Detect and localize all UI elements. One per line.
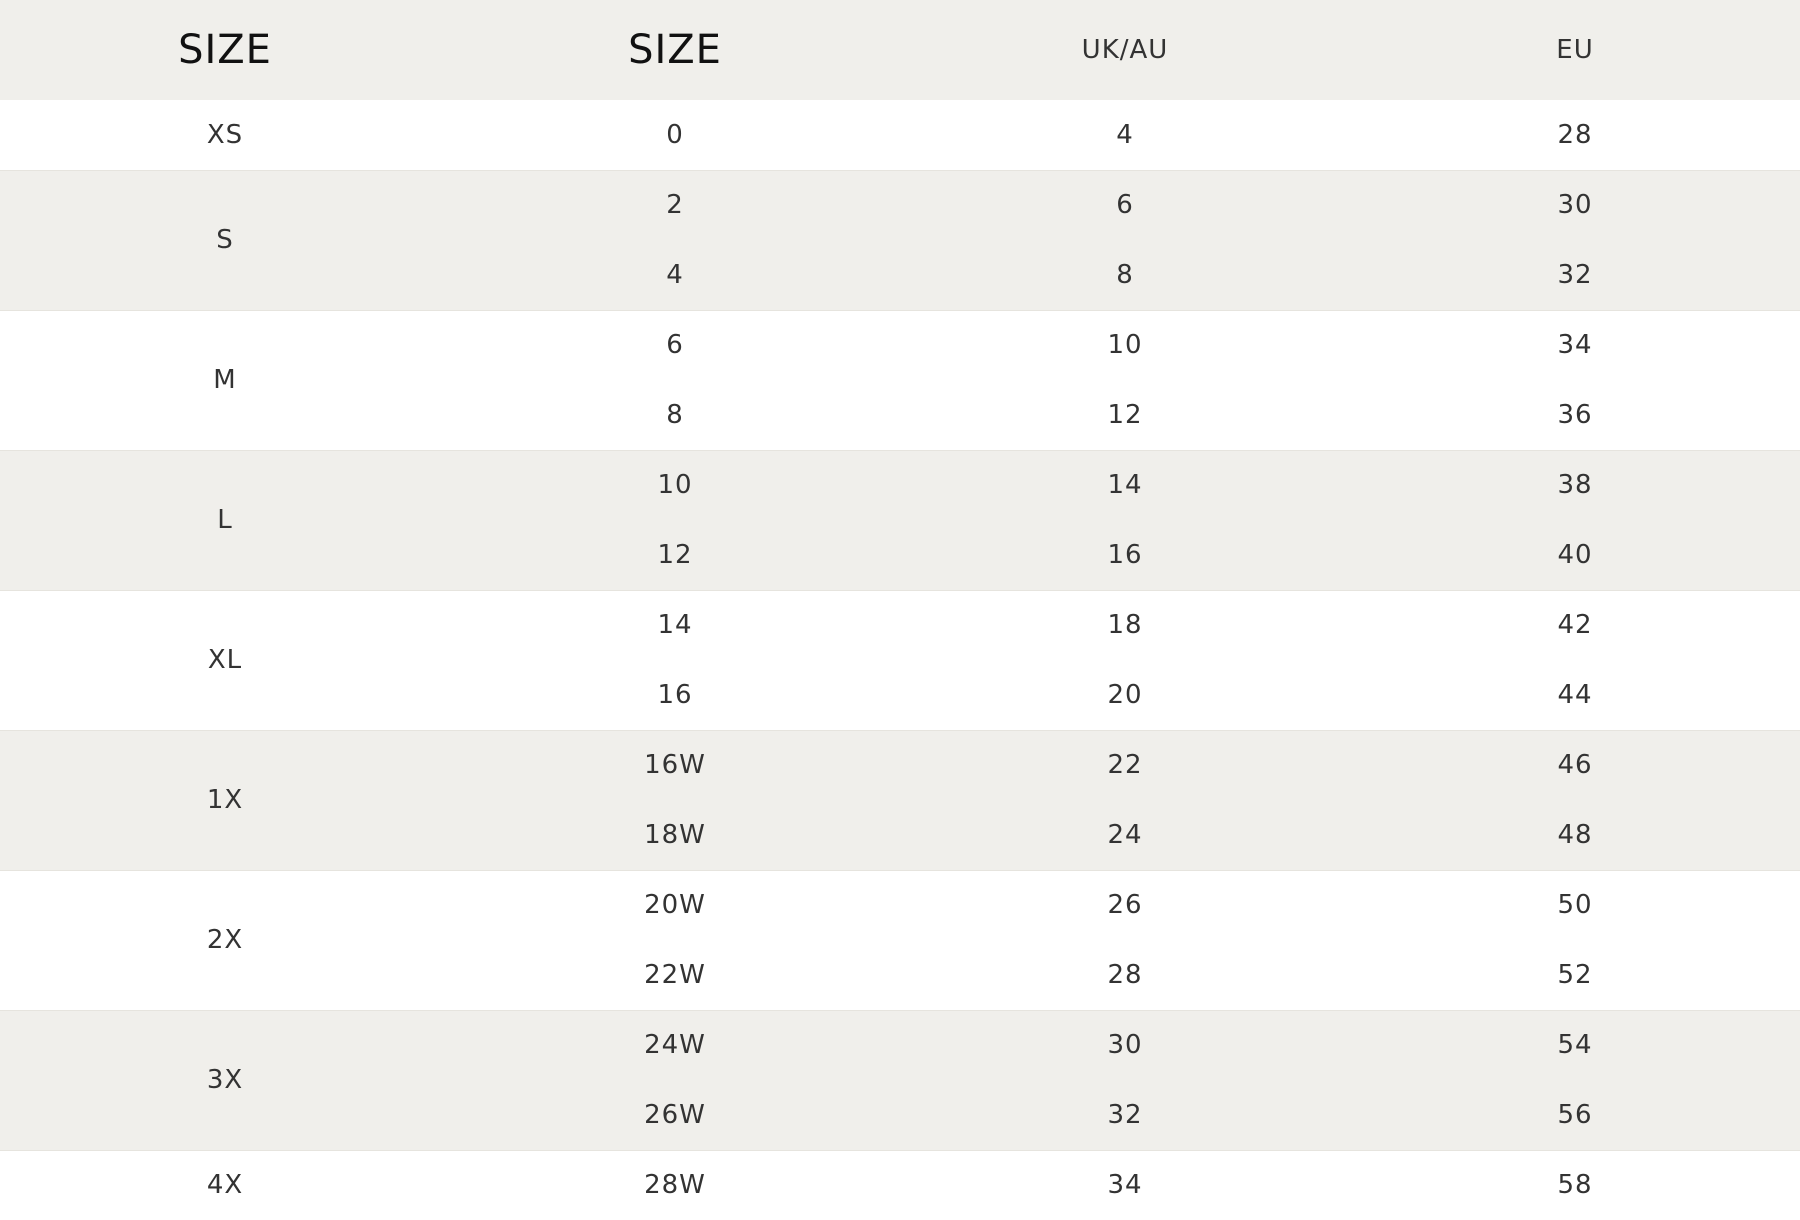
header-uk-au: UK/AU (1081, 35, 1169, 65)
size-letter-cell: 2X (0, 869, 450, 1010)
eu-cell: 48 (1557, 819, 1593, 850)
uk-au-cell: 20 (1107, 679, 1143, 710)
us-size-cell: 18W (644, 819, 706, 850)
uk-au-cell: 6 (900, 169, 1350, 240)
us-size-cell: 24W (450, 1009, 900, 1080)
eu-cell: 36 (1557, 399, 1593, 430)
uk-au-cell: 26 (900, 869, 1350, 940)
size-letter-cell: M (0, 309, 450, 450)
eu-cell: 50 (1350, 869, 1800, 940)
uk-au-cell: 22 (900, 729, 1350, 800)
table-row: S 2 6 30 (0, 169, 1800, 310)
eu-cell: 44 (1557, 679, 1593, 710)
uk-au-cell: 8 (1116, 259, 1134, 290)
us-size-cell: 26W (644, 1099, 706, 1130)
table-row: XL 14 18 42 (0, 589, 1800, 730)
us-size-cell: 28W (450, 1149, 900, 1220)
uk-au-cell: 24 (1107, 819, 1143, 850)
size-letter-cell: XS (206, 119, 244, 150)
size-letter-cell: S (0, 169, 450, 310)
uk-au-cell: 4 (1116, 119, 1134, 150)
header-size-letter: SIZE (178, 27, 272, 73)
uk-au-cell: 14 (900, 449, 1350, 520)
eu-cell: 32 (1557, 259, 1593, 290)
eu-cell: 42 (1350, 589, 1800, 660)
uk-au-cell: 32 (1107, 1099, 1143, 1130)
size-letter-cell: XL (0, 589, 450, 730)
us-size-cell: 16 (657, 679, 693, 710)
us-size-cell: 6 (450, 309, 900, 380)
table-row: 2X 20W 26 50 (0, 869, 1800, 1010)
us-size-cell: 12 (657, 539, 693, 570)
header-eu: EU (1556, 35, 1594, 65)
eu-cell: 58 (1350, 1149, 1800, 1220)
eu-cell: 38 (1350, 449, 1800, 520)
us-size-cell: 22W (644, 959, 706, 990)
header-row: SIZE SIZE UK/AU EU (0, 0, 1800, 100)
uk-au-cell: 18 (900, 589, 1350, 660)
size-letter-cell: 3X (0, 1009, 450, 1150)
uk-au-cell: 12 (1107, 399, 1143, 430)
eu-cell: 34 (1350, 309, 1800, 380)
table-row: XS 0 4 28 (0, 100, 1800, 170)
us-size-cell: 16W (450, 729, 900, 800)
uk-au-cell: 28 (1107, 959, 1143, 990)
table-row: 1X 16W 22 46 (0, 729, 1800, 870)
header-size-us: SIZE (628, 27, 722, 73)
table-row: M 6 10 34 (0, 309, 1800, 450)
uk-au-cell: 10 (900, 309, 1350, 380)
us-size-cell: 8 (666, 399, 684, 430)
uk-au-cell: 30 (900, 1009, 1350, 1080)
size-letter-cell: L (0, 449, 450, 590)
uk-au-cell: 16 (1107, 539, 1143, 570)
eu-cell: 28 (1557, 119, 1593, 150)
table-row: 3X 24W 30 54 (0, 1009, 1800, 1150)
eu-cell: 54 (1350, 1009, 1800, 1080)
us-size-cell: 20W (450, 869, 900, 940)
us-size-cell: 14 (450, 589, 900, 660)
us-size-cell: 0 (666, 119, 684, 150)
size-letter-cell: 4X (0, 1149, 450, 1220)
us-size-cell: 4 (666, 259, 684, 290)
us-size-cell: 10 (450, 449, 900, 520)
eu-cell: 46 (1350, 729, 1800, 800)
uk-au-cell: 34 (900, 1149, 1350, 1220)
eu-cell: 30 (1350, 169, 1800, 240)
table-row: L 10 14 38 (0, 449, 1800, 590)
size-chart-body: XS 0 4 28 S 2 6 30 4 8 32 M 6 10 34 8 12 36 L 10 14 38 12 16 40 X… (0, 100, 1800, 1220)
size-letter-cell: 1X (0, 729, 450, 870)
us-size-cell: 2 (450, 169, 900, 240)
eu-cell: 56 (1557, 1099, 1593, 1130)
eu-cell: 52 (1557, 959, 1593, 990)
eu-cell: 40 (1557, 539, 1593, 570)
table-row: 4X 28W 34 58 (0, 1149, 1800, 1220)
